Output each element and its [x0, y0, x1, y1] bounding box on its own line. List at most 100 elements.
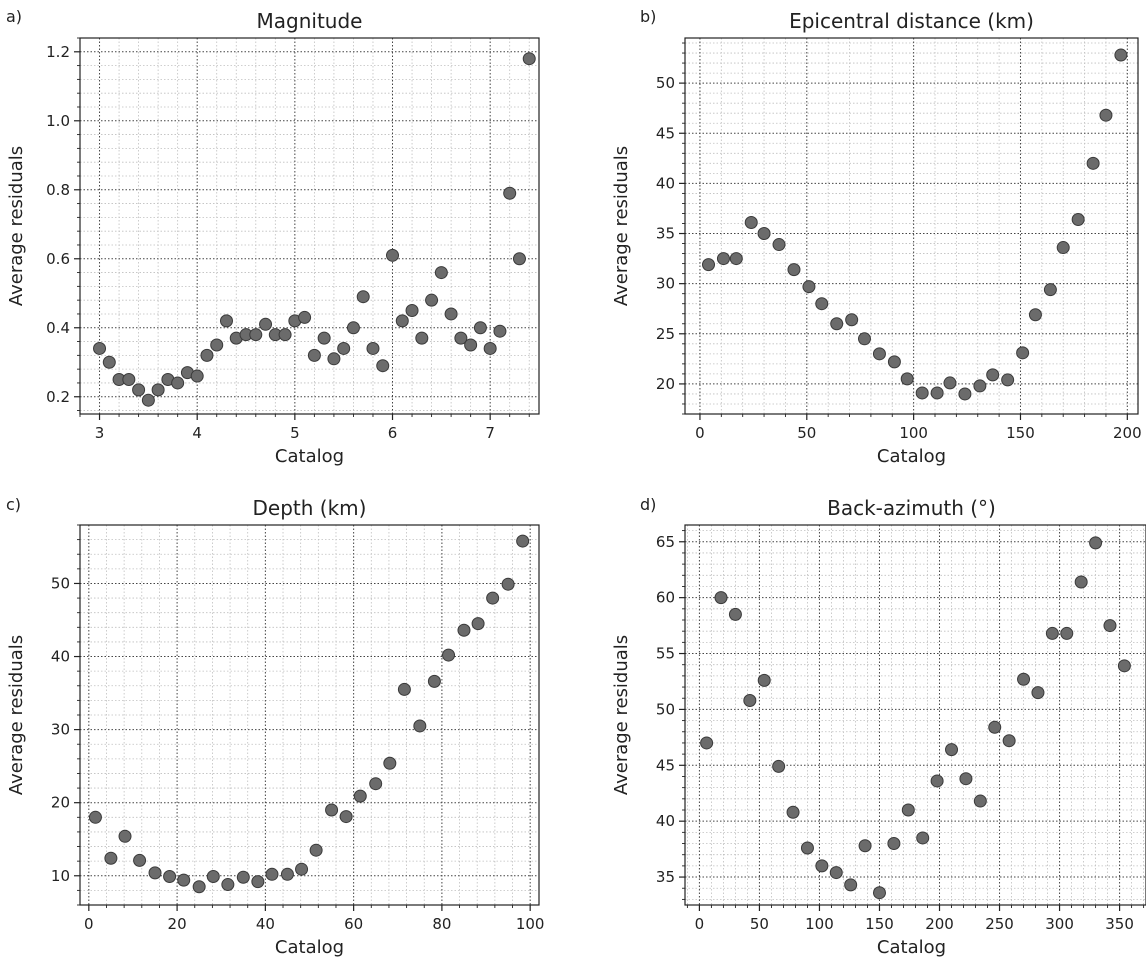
- data-point: [1071, 212, 1085, 226]
- y-tick-label: 40: [656, 812, 675, 830]
- data-point: [102, 355, 116, 369]
- y-axis-label: Average residuals: [6, 146, 27, 306]
- data-point: [815, 859, 829, 873]
- data-point: [221, 878, 235, 892]
- y-tick-label: 20: [51, 794, 70, 812]
- data-point: [786, 805, 800, 819]
- y-tick-label: 40: [51, 648, 70, 666]
- data-point: [339, 810, 353, 824]
- data-point: [397, 682, 411, 696]
- panel-letter: b): [640, 7, 656, 26]
- data-point: [444, 307, 458, 321]
- data-point: [210, 338, 224, 352]
- data-point: [118, 829, 132, 843]
- x-tick-label: 0: [695, 424, 705, 442]
- y-tick-label: 55: [656, 645, 675, 663]
- data-point: [148, 866, 162, 880]
- data-point: [901, 803, 915, 817]
- x-tick-label: 60: [344, 915, 363, 933]
- data-point: [930, 774, 944, 788]
- data-point: [486, 591, 500, 605]
- panel-letter: a): [6, 7, 22, 26]
- x-tick-label: 20: [168, 915, 187, 933]
- chart-title: Depth (km): [253, 496, 367, 520]
- x-tick-label: 80: [432, 915, 451, 933]
- data-point: [317, 331, 331, 345]
- data-point: [516, 534, 530, 548]
- data-point: [1060, 626, 1074, 640]
- data-point: [298, 310, 312, 324]
- data-point: [1016, 346, 1030, 360]
- x-tick-label: 200: [925, 915, 954, 933]
- x-axis-label: Catalog: [877, 937, 946, 958]
- data-point: [454, 331, 468, 345]
- data-point: [1028, 308, 1042, 322]
- data-point: [249, 328, 263, 342]
- data-point: [757, 227, 771, 241]
- data-point: [133, 853, 147, 867]
- data-point: [729, 252, 743, 266]
- data-point: [930, 386, 944, 400]
- data-point: [415, 331, 429, 345]
- data-point: [512, 252, 526, 266]
- data-point: [872, 886, 886, 900]
- data-point: [280, 867, 294, 881]
- data-point: [772, 759, 786, 773]
- data-point: [857, 332, 871, 346]
- data-point: [376, 359, 390, 373]
- data-point: [405, 304, 419, 318]
- x-tick-label: 350: [1105, 915, 1134, 933]
- y-tick-label: 0.8: [46, 181, 70, 199]
- chart-title: Epicentral distance (km): [789, 9, 1034, 33]
- data-point: [163, 870, 177, 883]
- data-point: [132, 383, 146, 397]
- data-point: [483, 341, 497, 355]
- data-point: [427, 674, 441, 688]
- data-point: [887, 355, 901, 369]
- data-point: [464, 338, 478, 352]
- plot-frame: [79, 524, 540, 906]
- data-point: [383, 756, 397, 770]
- data-point: [522, 52, 536, 66]
- y-tick-label: 60: [656, 589, 675, 607]
- data-point: [251, 875, 265, 889]
- y-tick-label: 30: [656, 275, 675, 293]
- x-tick-label: 6: [388, 424, 398, 442]
- data-point: [219, 314, 233, 328]
- data-point: [236, 870, 250, 884]
- data-point: [772, 238, 786, 252]
- data-point: [171, 376, 185, 390]
- data-point: [887, 837, 901, 851]
- data-point: [434, 266, 448, 280]
- x-tick-label: 4: [192, 424, 202, 442]
- data-point: [346, 321, 360, 335]
- data-point: [1017, 672, 1031, 686]
- y-tick-label: 35: [656, 225, 675, 243]
- y-tick-label: 35: [656, 868, 675, 886]
- y-tick-label: 0.2: [46, 388, 70, 406]
- data-point: [471, 617, 485, 631]
- data-point: [830, 317, 844, 331]
- y-tick-label: 1.0: [46, 112, 70, 130]
- x-tick-label: 150: [865, 915, 894, 933]
- data-point: [366, 341, 380, 355]
- data-point: [973, 379, 987, 393]
- x-tick-label: 50: [750, 915, 769, 933]
- data-point: [265, 867, 279, 881]
- data-point: [353, 789, 367, 803]
- data-point: [714, 591, 728, 605]
- y-tick-label: 50: [656, 74, 675, 92]
- data-point: [395, 314, 409, 328]
- y-axis-label: Average residuals: [611, 146, 632, 306]
- data-point: [787, 263, 801, 277]
- data-point: [829, 866, 843, 880]
- data-point: [815, 297, 829, 311]
- data-point: [200, 348, 214, 362]
- data-point: [503, 186, 517, 200]
- panel-back-azimuth: 0 50 100 150 200 250 300 350 35 40 45 50 55 60 65 Back-…: [611, 495, 1146, 958]
- data-point: [844, 878, 858, 892]
- y-tick-label: 10: [51, 867, 70, 885]
- plot-frame: [79, 37, 540, 415]
- data-point: [1089, 536, 1103, 550]
